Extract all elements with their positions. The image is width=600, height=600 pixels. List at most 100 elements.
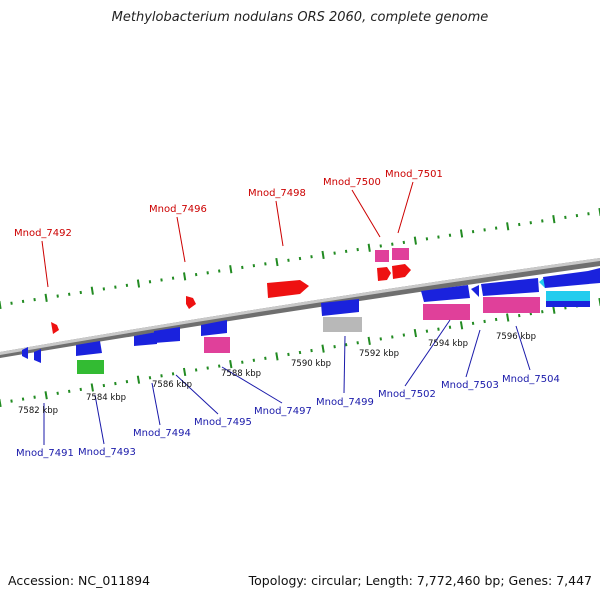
forward-tick-track <box>0 207 600 310</box>
leader-line <box>275 200 284 247</box>
tick-mark <box>552 305 556 314</box>
label-leader-lines <box>41 181 531 445</box>
leader-line <box>94 394 105 445</box>
reverse-gene-labels[interactable]: Mnod_7491 Mnod_7493Mnod_7494Mnod_7495Mnod… <box>16 374 560 459</box>
tick-mark <box>90 383 94 392</box>
scale-label: 7594 kbp <box>428 339 468 349</box>
gene-label-mnod-7500[interactable]: Mnod_7500 <box>323 177 381 188</box>
accession-text: Accession: NC_011894 <box>8 573 151 588</box>
gene-mnod-7492[interactable] <box>51 322 59 334</box>
gene-mnod-7503[interactable] <box>481 278 539 296</box>
tick-mark <box>367 336 371 345</box>
gene-pink-upper-1[interactable] <box>375 250 389 262</box>
tick-mark <box>321 344 325 353</box>
gene-mnod-7498[interactable] <box>267 280 309 298</box>
gene-edge-blue[interactable] <box>588 268 600 284</box>
gene-label-mnod-7493[interactable]: Mnod_7493 <box>78 447 136 458</box>
gene-gray-7499[interactable] <box>323 317 362 332</box>
gene-mnod-7499[interactable] <box>321 299 359 316</box>
gene-label-mnod-7498[interactable]: Mnod_7498 <box>248 188 306 199</box>
leader-line <box>397 181 414 234</box>
tick-mark <box>229 265 233 274</box>
gene-label-mnod-7497[interactable]: Mnod_7497 <box>254 406 312 417</box>
genome-summary: Topology: circular; Length: 7,772,460 bp… <box>248 573 592 588</box>
tick-mark <box>413 236 417 245</box>
scale-label: 7592 kbp <box>359 349 399 359</box>
leader-line <box>404 319 451 387</box>
gene-mnod-7503-small[interactable] <box>471 285 479 297</box>
gene-label-mnod-7491[interactable]: Mnod_7491 <box>16 448 74 459</box>
reverse-genes <box>22 268 600 374</box>
gene-label-mnod-7492[interactable]: Mnod_7492 <box>14 228 72 239</box>
tick-mark <box>275 352 279 361</box>
scale-labels: 7582 kbp 7584 kbp 7586 kbp 7588 kbp 7590 kbp… <box>18 332 536 416</box>
gene-blue-bar-7504[interactable] <box>546 301 590 307</box>
gene-mnod-7504[interactable] <box>543 271 589 288</box>
leader-line <box>351 189 381 238</box>
genome-backbone <box>0 258 600 358</box>
tick-mark <box>0 300 2 310</box>
gene-mnod-7491[interactable] <box>22 347 28 359</box>
tick-mark <box>229 360 233 369</box>
genome-title: Methylobacterium nodulans ORS 2060, comp… <box>111 10 489 25</box>
gene-label-mnod-7494[interactable]: Mnod_7494 <box>133 428 191 439</box>
scale-label: 7596 kbp <box>496 332 536 342</box>
tick-mark <box>136 279 141 288</box>
scale-label: 7584 kbp <box>86 393 126 403</box>
tick-mark <box>413 328 418 338</box>
tick-mark <box>506 313 510 322</box>
gene-mnod-7500[interactable] <box>377 267 391 281</box>
gene-label-mnod-7495[interactable]: Mnod_7495 <box>194 417 252 428</box>
leader-line <box>41 240 49 288</box>
gene-label-mnod-7504[interactable]: Mnod_7504 <box>502 374 560 385</box>
gene-mnod-7496[interactable] <box>186 296 196 309</box>
gene-label-mnod-7503[interactable]: Mnod_7503 <box>441 380 499 391</box>
tick-mark <box>459 321 464 330</box>
scale-label: 7588 kbp <box>221 369 261 379</box>
gene-mnod-7494[interactable] <box>134 332 157 346</box>
tick-mark <box>183 272 187 281</box>
tick-mark <box>506 222 510 231</box>
scale-label: 7582 kbp <box>18 406 58 416</box>
gene-cyan-7504[interactable] <box>546 291 590 301</box>
gene-mnod-7502[interactable] <box>421 285 470 302</box>
scale-label: 7586 kbp <box>152 380 192 390</box>
gene-pink-7502[interactable] <box>423 304 470 320</box>
tick-mark <box>44 391 48 400</box>
gene-mnod-7491b[interactable] <box>34 349 41 363</box>
gene-pink-upper-2[interactable] <box>392 248 409 260</box>
tick-mark <box>321 250 325 260</box>
gene-mnod-7501[interactable] <box>392 264 411 279</box>
forward-genes <box>51 248 411 334</box>
gene-pink-7495[interactable] <box>204 337 230 353</box>
tick-mark <box>0 398 2 408</box>
gene-label-mnod-7499[interactable]: Mnod_7499 <box>316 397 374 408</box>
scale-label: 7590 kbp <box>291 359 331 369</box>
tick-mark <box>275 257 279 267</box>
tick-mark <box>44 293 48 302</box>
tick-mark <box>367 243 371 252</box>
leader-line <box>175 374 219 415</box>
leader-line <box>515 325 531 371</box>
leader-line <box>176 216 186 263</box>
gene-label-mnod-7502[interactable]: Mnod_7502 <box>378 389 436 400</box>
gene-green[interactable] <box>77 360 104 374</box>
gene-mnod-7493[interactable] <box>76 341 102 356</box>
leader-line <box>465 329 481 378</box>
tick-mark <box>136 375 141 384</box>
tick-mark <box>552 215 556 224</box>
gene-pink-7503[interactable] <box>483 297 540 313</box>
gene-mnod-7495[interactable] <box>201 320 227 336</box>
forward-gene-labels[interactable]: Mnod_7492 Mnod_7496 Mnod_7498 Mnod_7500 Mnod… <box>14 169 443 239</box>
leader-line <box>221 366 283 404</box>
leader-line <box>343 335 346 394</box>
tick-mark <box>90 286 94 295</box>
tick-mark <box>182 367 187 377</box>
leader-line <box>151 382 161 426</box>
gene-label-mnod-7501[interactable]: Mnod_7501 <box>385 169 443 180</box>
gene-label-mnod-7496[interactable]: Mnod_7496 <box>149 204 207 215</box>
tick-mark <box>459 229 464 238</box>
gene-mnod-7494b[interactable] <box>154 327 180 343</box>
